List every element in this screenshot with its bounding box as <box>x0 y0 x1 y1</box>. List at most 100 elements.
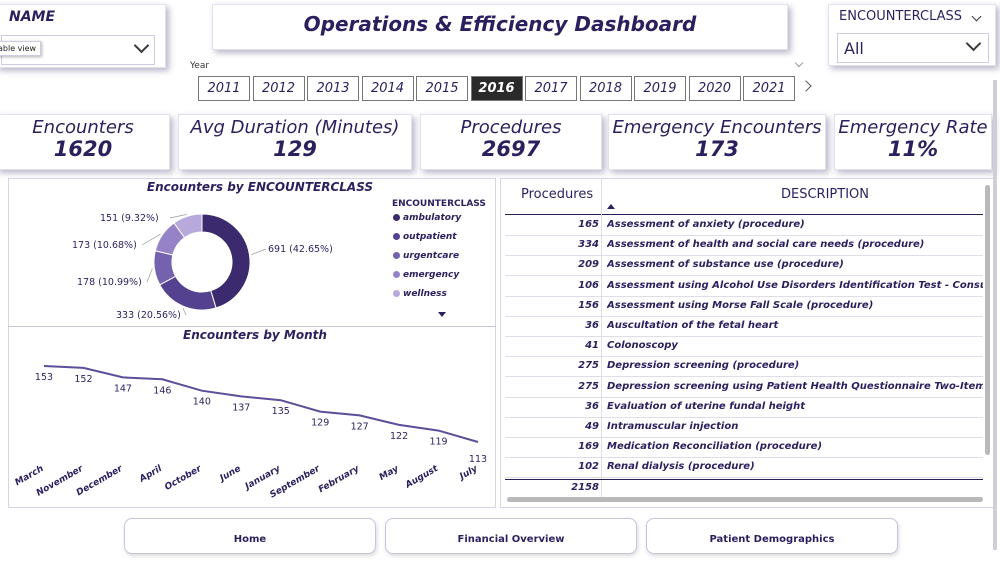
leader-line <box>169 214 187 219</box>
year-button-2016[interactable]: 2016 <box>470 76 523 101</box>
line-chart[interactable]: 153March152November147December146April14… <box>8 346 496 506</box>
line-data-label: 119 <box>429 437 447 448</box>
header-divider <box>505 214 983 215</box>
donut-slice-wellness[interactable] <box>173 213 203 239</box>
year-button-2020[interactable]: 2020 <box>688 76 741 101</box>
encounterclass-slicer-title: ENCOUNTERCLASS <box>839 9 963 24</box>
table-row[interactable]: 209 Assessment of substance use (procedur… <box>505 256 983 277</box>
column-header-description[interactable]: DESCRIPTION <box>781 187 869 202</box>
legend-label: ambulatory <box>403 213 462 223</box>
table-row[interactable]: 106 Assessment using Alcohol Use Disorder… <box>505 277 983 297</box>
line-data-label: 152 <box>74 374 92 385</box>
x-axis-tick-label: October <box>163 464 204 493</box>
legend-item-urgentcare[interactable]: urgentcare <box>393 251 459 261</box>
kpi-label: Emergency Rate <box>838 117 988 138</box>
table-row[interactable]: 102 Renal dialysis (procedure) <box>505 458 983 479</box>
table-row[interactable]: 165 Assessment of anxiety (procedure) <box>505 216 983 236</box>
legend-item-wellness[interactable]: wellness <box>393 289 447 299</box>
page-title: Operations & Efficiency Dashboard <box>303 12 697 36</box>
year-button-2018[interactable]: 2018 <box>579 76 632 101</box>
nav-financial-overview-button[interactable]: Financial Overview <box>385 518 637 554</box>
year-button-2019[interactable]: 2019 <box>634 76 686 101</box>
legend-item-emergency[interactable]: emergency <box>393 270 459 280</box>
year-button-2013[interactable]: 2013 <box>307 76 359 101</box>
line-data-label: 129 <box>311 418 329 429</box>
x-axis-tick-label: May <box>378 463 402 483</box>
year-button-2014[interactable]: 2014 <box>361 76 414 101</box>
x-axis-tick-label: April <box>137 463 164 485</box>
name-slicer: NAME able view <box>0 4 166 68</box>
description-cell: Assessment using Morse Fall Scale (proce… <box>607 299 874 311</box>
line-data-label: 137 <box>232 402 250 413</box>
nav-home-button[interactable]: Home <box>124 518 376 554</box>
table-row[interactable]: 334 Assessment of health and social care … <box>505 236 983 257</box>
year-button-2011[interactable]: 2011 <box>198 76 250 101</box>
chevron-down-icon <box>971 11 982 22</box>
sort-ascending-icon[interactable] <box>607 204 615 209</box>
procedures-cell: 41 <box>585 340 599 352</box>
kpi-procedures: Procedures 2697 <box>420 114 602 170</box>
procedures-cell: 106 <box>578 279 599 291</box>
total-value: 2158 <box>571 482 599 493</box>
table-row[interactable]: 169 Medication Reconciliation (procedure) <box>505 438 983 459</box>
description-cell: Colonoscopy <box>607 340 678 352</box>
table-row[interactable]: 36 Auscultation of the fetal heart <box>505 317 983 337</box>
donut-chart[interactable]: 691 (42.65%) 333 (20.56%) 178 (10.99%) 173 … <box>8 196 388 326</box>
x-axis-tick-label: February <box>317 463 362 495</box>
leader-line <box>182 308 187 316</box>
description-cell: Evaluation of uterine fundal height <box>607 400 805 412</box>
kpi-label: Procedures <box>460 117 562 138</box>
donut-data-label: 691 (42.65%) <box>268 244 333 255</box>
year-button-2015[interactable]: 2015 <box>416 76 468 101</box>
table-row[interactable]: 49 Intramuscular injection <box>505 418 983 438</box>
kpi-emergency-encounters: Emergency Encounters 173 <box>608 114 826 170</box>
caret-down-icon[interactable] <box>438 312 446 317</box>
legend-dot-icon <box>393 252 400 259</box>
vertical-scrollbar[interactable] <box>985 185 990 455</box>
table-row[interactable]: 275 Depression screening (procedure) <box>505 357 983 378</box>
table-row[interactable]: 156 Assessment using Morse Fall Scale (pr… <box>505 297 983 317</box>
dashboard-title-box: Operations & Efficiency Dashboard <box>212 4 788 50</box>
kpi-value: 1620 <box>53 137 113 161</box>
legend-dot-icon <box>393 290 400 297</box>
kpi-emergency-rate: Emergency Rate 11% <box>834 114 992 170</box>
kpi-encounters: Encounters 1620 <box>0 114 170 170</box>
legend-label: outpatient <box>403 232 457 242</box>
kpi-label: Encounters <box>32 117 134 138</box>
donut-data-label: 173 (10.68%) <box>72 240 137 251</box>
table-row[interactable]: 41 Colonoscopy <box>505 337 983 358</box>
legend-label: wellness <box>403 289 447 299</box>
year-button-2012[interactable]: 2012 <box>252 76 305 101</box>
legend-dot-icon <box>393 214 400 221</box>
year-button-2021[interactable]: 2021 <box>743 76 795 101</box>
column-header-procedures[interactable]: Procedures <box>521 187 594 202</box>
x-axis-tick-label: August <box>403 464 441 491</box>
page-scrollbar[interactable] <box>993 80 997 550</box>
table-row[interactable]: 36 Evaluation of uterine fundal height <box>505 398 983 418</box>
legend-item-outpatient[interactable]: outpatient <box>393 232 457 242</box>
line-series[interactable] <box>43 365 479 443</box>
procedures-cell: 49 <box>585 421 599 432</box>
year-button-2017[interactable]: 2017 <box>525 76 577 101</box>
horizontal-scrollbar[interactable] <box>507 497 983 502</box>
line-chart-title: Encounters by Month <box>183 328 327 342</box>
table-total-row: 2158 <box>505 479 983 497</box>
description-cell: Depression screening using Patient Healt… <box>607 380 983 392</box>
line-data-label: 146 <box>153 385 171 396</box>
chevron-right-icon[interactable] <box>800 80 812 92</box>
chevron-down-icon[interactable] <box>794 58 804 68</box>
description-cell: Medication Reconciliation (procedure) <box>607 441 823 453</box>
encounterclass-dropdown[interactable]: All <box>837 33 989 63</box>
description-cell: Auscultation of the fetal heart <box>607 320 779 331</box>
legend-item-ambulatory[interactable]: ambulatory <box>393 213 461 223</box>
procedures-cell: 169 <box>578 441 599 453</box>
kpi-value: 2697 <box>481 137 541 161</box>
legend-dot-icon <box>393 233 400 240</box>
legend-dot-icon <box>393 271 400 278</box>
donut-slice-ambulatory[interactable] <box>201 213 251 309</box>
donut-slice-outpatient[interactable] <box>159 275 217 311</box>
x-axis-tick-label: March <box>13 464 45 488</box>
nav-patient-demographics-button[interactable]: Patient Demographics <box>646 518 898 554</box>
chevron-down-icon <box>133 37 150 54</box>
table-row[interactable]: 275 Depression screening using Patient He… <box>505 378 983 398</box>
